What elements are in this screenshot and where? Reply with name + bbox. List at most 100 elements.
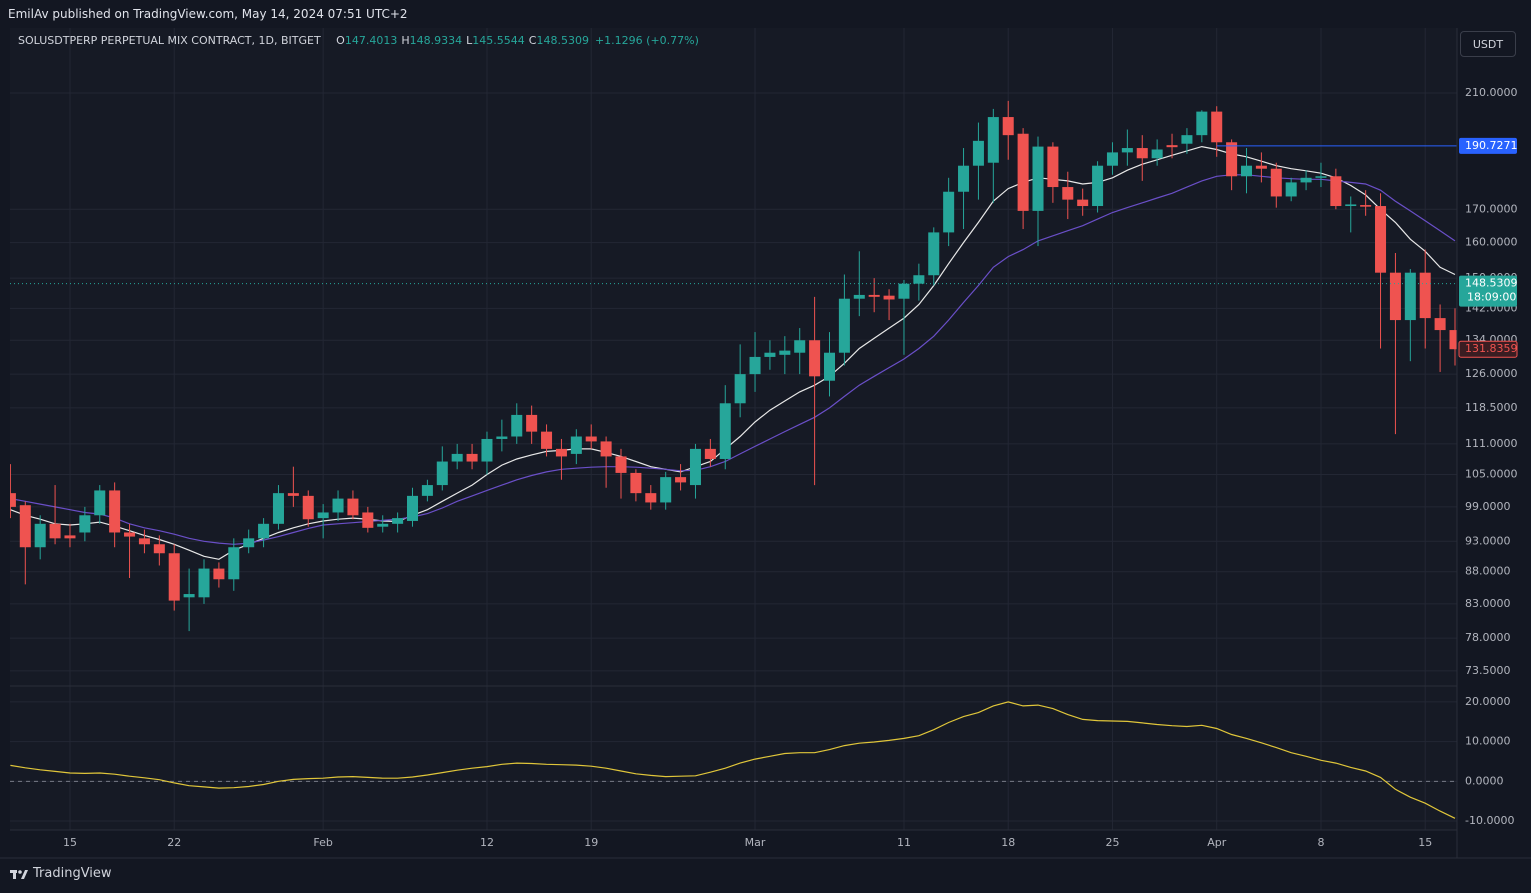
candle-body <box>109 490 121 533</box>
ohlc-value: 148.5309 <box>536 34 589 47</box>
price-line-label-box <box>1459 137 1517 154</box>
y-tick-label: 88.0000 <box>1465 565 1511 578</box>
candle-body <box>466 453 478 462</box>
candle-body <box>124 532 136 537</box>
candle-body <box>1315 176 1327 178</box>
axes: 15 22 Feb 12 19 Mar 11 18 25 Apr 8 15 210.0000 170.00… <box>63 86 1518 849</box>
candle-body <box>19 505 31 548</box>
y-tick-label: 210.0000 <box>1465 86 1518 99</box>
candle-body <box>1017 133 1029 211</box>
candle-body <box>347 498 359 516</box>
candle-body <box>1047 146 1059 188</box>
ohlc-label: C <box>528 34 537 47</box>
y-tick-label: 111.0000 <box>1465 437 1518 450</box>
last-close-label: 131.8359 <box>1465 342 1518 355</box>
candle-body <box>79 515 91 533</box>
candle-body <box>258 523 270 539</box>
candle-body <box>838 298 850 353</box>
candle-body <box>868 294 880 297</box>
ohlc-label: O <box>336 34 345 47</box>
candle-body <box>228 547 240 580</box>
candle-body <box>34 523 46 548</box>
y-tick-label: 20.0000 <box>1465 695 1511 708</box>
candle-body <box>421 485 433 496</box>
y-tick-label: 118.5000 <box>1465 401 1518 414</box>
candle-body <box>1255 165 1267 169</box>
candle-body <box>406 495 419 521</box>
candle-body <box>809 340 821 377</box>
candle-body <box>943 191 955 233</box>
candle-body <box>645 493 657 503</box>
candle-body <box>555 448 567 457</box>
candle-body <box>615 456 627 473</box>
candle-body <box>243 538 255 548</box>
ohlc-value: 145.5544 <box>472 34 525 47</box>
candle-body <box>600 441 612 457</box>
candle-body <box>94 490 106 516</box>
candle-body <box>1240 165 1253 177</box>
candle-body <box>823 352 836 381</box>
last-close-box <box>1458 340 1518 358</box>
x-tick-label: 22 <box>167 836 181 849</box>
candle-body <box>272 493 284 524</box>
x-tick-label: 12 <box>480 836 494 849</box>
candle-body <box>317 512 329 519</box>
candle-body <box>1389 272 1401 321</box>
candle-body <box>794 340 806 353</box>
candle-body <box>496 436 508 439</box>
y-tick-label: 99.0000 <box>1465 500 1511 513</box>
candle-body <box>1062 187 1074 200</box>
symbol-legend: SOLUSDTPERP PERPETUAL MIX CONTRACT, 1D, … <box>18 34 699 47</box>
x-tick-label: 18 <box>1001 836 1015 849</box>
x-tick-label: 15 <box>63 836 77 849</box>
candle-body <box>541 431 553 449</box>
candle-body <box>1226 142 1238 177</box>
current-price-label: 148.5309 <box>1465 277 1518 290</box>
candle-body <box>1449 330 1457 350</box>
candle-body <box>10 493 16 507</box>
candle-body <box>779 350 791 355</box>
candle-body <box>585 436 597 442</box>
candle-body <box>1300 177 1312 183</box>
candle-body <box>1151 149 1163 159</box>
y-tick-label: 105.0000 <box>1465 467 1518 480</box>
symbol-title: SOLUSDTPERP PERPETUAL MIX CONTRACT, 1D, … <box>18 34 321 47</box>
candle-body <box>913 275 925 284</box>
plot-area <box>10 28 1457 830</box>
line-series <box>10 701 1456 819</box>
change: +1.1296 (+0.77%) <box>594 34 699 47</box>
candle-body <box>1270 168 1282 197</box>
candle-body <box>1419 272 1431 319</box>
y-tick-label: 10.0000 <box>1465 735 1511 748</box>
x-tick-label: Feb <box>313 836 332 849</box>
candle-body <box>898 283 910 299</box>
candle-body <box>1181 135 1193 144</box>
candle-body <box>526 414 538 432</box>
candle-body <box>377 523 389 527</box>
candle-body <box>49 523 61 539</box>
candle-body <box>138 538 150 545</box>
x-tick-label: 15 <box>1418 836 1432 849</box>
candle-body <box>1121 148 1133 153</box>
candle-body <box>1032 146 1044 211</box>
candle-body <box>764 352 776 357</box>
current-price-box <box>1459 275 1517 307</box>
y-tick-label: 73.5000 <box>1465 664 1511 677</box>
candle-body <box>436 461 448 486</box>
candle-body <box>1285 182 1297 197</box>
candle-body <box>1211 111 1223 143</box>
candle-body <box>362 512 374 528</box>
y-tick-label: 83.0000 <box>1465 597 1511 610</box>
candle-body <box>1375 206 1387 273</box>
candle-body <box>332 498 344 513</box>
currency-button[interactable]: USDT <box>1460 31 1516 57</box>
ohlc-value: 147.4013 <box>344 34 398 47</box>
publish-info: EmilAv published on TradingView.com, May… <box>8 7 408 21</box>
candle-body <box>1092 165 1104 207</box>
price-pane <box>10 100 1457 632</box>
y-tick-label: 0.0000 <box>1465 774 1504 787</box>
x-tick-label: 8 <box>1317 836 1324 849</box>
y-tick-label: 78.0000 <box>1465 631 1511 644</box>
